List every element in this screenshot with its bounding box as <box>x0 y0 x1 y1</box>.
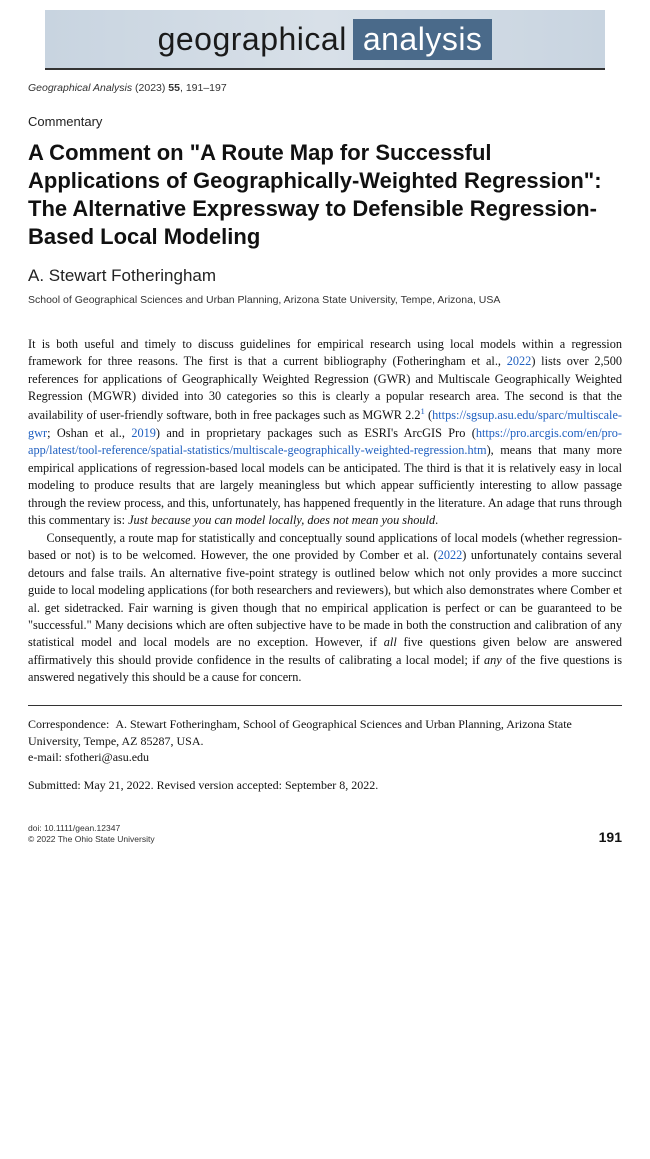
ref-comber-2022[interactable]: 2022 <box>438 548 463 562</box>
journal-banner: geographical analysis <box>45 10 605 70</box>
copyright: © 2022 The Ohio State University <box>28 834 155 845</box>
correspondence-block: Correspondence: A. Stewart Fotheringham,… <box>28 716 622 766</box>
author-affiliation: School of Geographical Sciences and Urba… <box>28 294 622 306</box>
citation-year: (2023) <box>135 82 165 94</box>
citation-line: Geographical Analysis (2023) 55, 191–197 <box>28 82 622 94</box>
correspondence-text: A. Stewart Fotheringham, School of Geogr… <box>28 717 572 748</box>
page-footer: doi: 10.1111/gean.12347 © 2022 The Ohio … <box>0 823 650 855</box>
article-type: Commentary <box>28 114 622 129</box>
abstract-para-1: It is both useful and timely to discuss … <box>28 336 622 530</box>
article-title: A Comment on "A Route Map for Successful… <box>28 139 622 252</box>
adage: Just because you can model locally, does… <box>128 513 435 527</box>
emphasis-any: any <box>484 653 502 667</box>
submission-dates: Submitted: May 21, 2022. Revised version… <box>28 778 622 793</box>
ref-oshan-2019[interactable]: 2019 <box>131 426 156 440</box>
footer-meta: doi: 10.1111/gean.12347 © 2022 The Ohio … <box>28 823 155 845</box>
banner-word-2: analysis <box>353 19 493 60</box>
page-number: 191 <box>599 829 622 845</box>
correspondence-label: Correspondence: <box>28 717 109 731</box>
citation-volume: 55 <box>168 82 180 94</box>
correspondence-email[interactable]: sfotheri@asu.edu <box>65 750 149 764</box>
abstract: It is both useful and timely to discuss … <box>28 336 622 687</box>
section-divider <box>28 705 622 706</box>
email-label: e-mail: <box>28 750 62 764</box>
emphasis-all: all <box>384 635 397 649</box>
citation-journal: Geographical Analysis <box>28 82 132 94</box>
author-name: A. Stewart Fotheringham <box>28 266 622 286</box>
citation-pages: , 191–197 <box>180 82 227 94</box>
banner-word-1: geographical <box>158 21 347 58</box>
abstract-para-2: Consequently, a route map for statistica… <box>28 530 622 687</box>
article-content: Geographical Analysis (2023) 55, 191–197… <box>0 70 650 793</box>
ref-fotheringham-2022[interactable]: 2022 <box>507 354 532 368</box>
doi: doi: 10.1111/gean.12347 <box>28 823 155 834</box>
